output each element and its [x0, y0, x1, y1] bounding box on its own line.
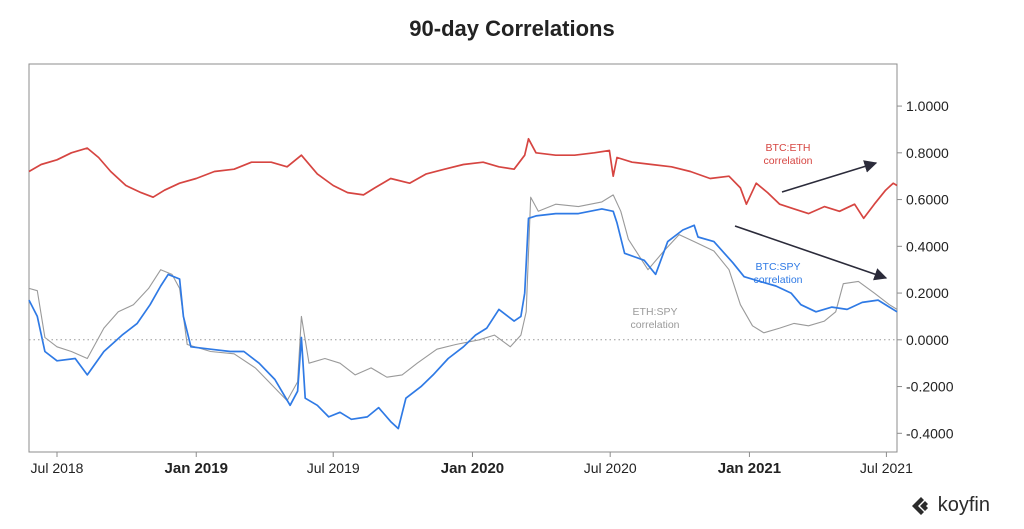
annotation-label: ETH:SPY: [633, 306, 678, 318]
annotation-label: BTC:SPY: [756, 261, 801, 273]
y-tick-label: 1.0000: [906, 98, 949, 114]
y-tick-label: -0.4000: [906, 425, 954, 441]
axis-layer: 1.0000 0.8000 0.6000 0.4000 0.2000 0.0000 -0.2…: [29, 98, 954, 477]
annotation-layer: BTC:ETHcorrelationBTC:SPYcorrelationETH:…: [630, 142, 888, 331]
plot-frame: [28, 63, 898, 453]
annotation-label: correlation: [753, 274, 802, 286]
x-tick-label: Jul 2019: [307, 460, 360, 476]
y-tick-label: 0.4000: [906, 238, 949, 254]
y-tick-label: 0.0000: [906, 332, 949, 348]
series-line-btc-eth-correlation: [28, 137, 898, 220]
x-tick-label: Jan 2021: [718, 460, 781, 477]
x-tick-label: Jul 2021: [860, 460, 913, 476]
series-line-eth-spy-correlation: [28, 194, 898, 402]
brand-logo: koyfin: [910, 494, 990, 517]
x-tick-label: Jan 2020: [441, 460, 504, 477]
brand-name: koyfin: [937, 494, 990, 516]
x-tick-label: Jul 2020: [584, 460, 637, 476]
x-tick-label: Jul 2018: [31, 460, 84, 476]
chart-title: 90-day Correlations: [409, 16, 615, 41]
trend-arrow-up-right: [781, 160, 878, 193]
y-tick-label: -0.2000: [906, 379, 954, 395]
series-line-btc-spy-correlation: [28, 208, 898, 430]
annotation-label: correlation: [763, 155, 812, 167]
y-tick-label: 0.6000: [906, 192, 949, 208]
y-tick-label: 0.2000: [906, 285, 949, 301]
trend-arrow-down-right: [734, 225, 888, 281]
annotation-label: correlation: [630, 319, 679, 331]
x-tick-label: Jan 2019: [165, 460, 228, 477]
koyfin-logo-icon: [911, 496, 928, 515]
y-tick-label: 0.8000: [906, 145, 949, 161]
annotation-label: BTC:ETH: [766, 142, 811, 154]
